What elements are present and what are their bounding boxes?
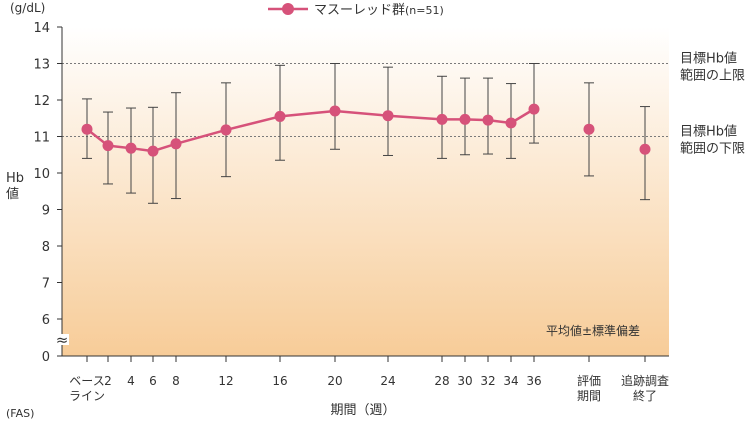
y-tick-label: 7 xyxy=(42,277,50,292)
axis-break-gap xyxy=(55,334,69,345)
x-tick-label: 2 xyxy=(104,374,112,388)
reference-label: 目標Hb値 xyxy=(680,51,737,67)
axis-break: ≈ xyxy=(55,331,69,349)
stat-note: 平均値±標準偏差 xyxy=(546,323,640,338)
x-tick-label: 12 xyxy=(218,374,233,388)
data-point xyxy=(220,124,232,136)
legend-n-note: (n=51) xyxy=(405,4,444,17)
data-point xyxy=(459,113,471,125)
y-tick-label: 11 xyxy=(33,131,50,146)
x-tick-label: ベース xyxy=(69,374,104,388)
footnote-fas: (FAS) xyxy=(6,407,34,420)
x-tick-label: 30 xyxy=(457,374,472,388)
x-tick-label: 20 xyxy=(327,374,342,388)
x-tick-label: 6 xyxy=(149,374,157,388)
legend-label: マスーレッド群(n=51) xyxy=(314,3,444,18)
x-tick-label: 評価 xyxy=(577,373,601,388)
x-tick-label: 36 xyxy=(526,374,541,388)
plot-area xyxy=(62,27,669,356)
data-point xyxy=(274,110,286,122)
y-axis-label-line1: Hb xyxy=(6,171,24,186)
series-layer xyxy=(81,63,651,204)
data-point xyxy=(482,114,494,126)
legend-series-name: マスーレッド群 xyxy=(314,3,405,18)
y-tick-label: 10 xyxy=(33,167,50,182)
reference-lines xyxy=(62,63,669,137)
reference-label: 目標Hb値 xyxy=(680,124,737,140)
y-tick-label: 9 xyxy=(42,204,50,219)
y-tick-label: 6 xyxy=(42,313,50,328)
axis-break-symbol: ≈ xyxy=(56,331,69,349)
x-tick-label: 16 xyxy=(272,374,287,388)
data-point xyxy=(528,103,540,115)
x-tick-label: 24 xyxy=(380,374,395,388)
data-point xyxy=(436,113,448,125)
x-tick-label: 終了 xyxy=(633,388,657,403)
data-point xyxy=(125,142,137,154)
x-tick-label: 追跡調査 xyxy=(621,373,669,388)
data-point xyxy=(382,110,394,122)
y-tick-label: 12 xyxy=(33,94,50,109)
legend: マスーレッド群(n=51) xyxy=(268,3,444,18)
x-tick-label: 8 xyxy=(172,374,180,388)
data-point xyxy=(81,123,93,135)
y-tick-label: 0 xyxy=(42,350,50,365)
y-axis-ticks: 14 13 12 11 10 9 8 7 6 0 xyxy=(33,21,62,365)
y-axis-label-line2: 値 xyxy=(6,186,19,202)
legend-marker xyxy=(282,3,294,15)
reference-label: 範囲の上限 xyxy=(680,69,745,84)
data-point xyxy=(329,105,341,117)
x-axis-label: 期間（週） xyxy=(330,403,395,418)
data-point xyxy=(583,123,595,135)
x-tick-label: 34 xyxy=(503,374,518,388)
y-tick-label: 14 xyxy=(33,21,50,36)
y-tick-label: 13 xyxy=(33,58,50,73)
x-tick-label: 28 xyxy=(434,374,449,388)
x-tick-label: 32 xyxy=(480,374,495,388)
data-point xyxy=(639,143,651,155)
data-point xyxy=(102,140,114,152)
x-tick-label: 期間 xyxy=(577,389,601,403)
y-tick-label: 8 xyxy=(42,240,50,255)
x-tick-label: ライン xyxy=(69,389,105,403)
y-unit-label: (g/dL) xyxy=(10,1,45,15)
x-tick-label: 4 xyxy=(127,374,135,388)
data-point xyxy=(170,138,182,150)
data-point xyxy=(147,145,159,157)
data-point xyxy=(505,117,517,129)
reference-label: 範囲の下限 xyxy=(680,142,745,157)
